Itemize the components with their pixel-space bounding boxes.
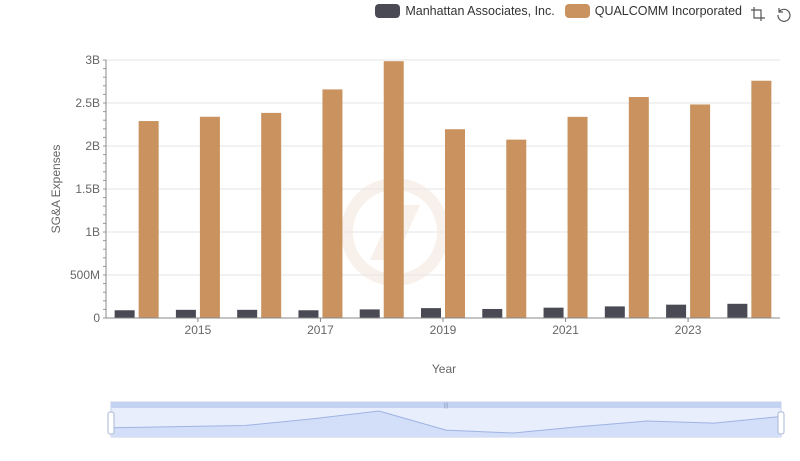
bar-manhattan: [604, 306, 625, 318]
x-tick-label: 2019: [430, 323, 457, 337]
y-tick-label: 3B: [85, 53, 100, 67]
x-tick-label: 2015: [185, 323, 212, 337]
zoom-grip-icon: |||: [444, 403, 449, 409]
legend-swatch-qualcomm: [564, 4, 590, 18]
zoom-preview-area: [111, 411, 781, 437]
bar-manhattan: [543, 307, 564, 318]
legend-item-qualcomm[interactable]: QUALCOMM Incorporated: [564, 4, 742, 18]
bar-qualcomm: [383, 61, 404, 318]
zoom-preview-line: [110, 410, 782, 434]
bar-qualcomm: [261, 112, 282, 318]
zoom-icon[interactable]: [750, 6, 766, 22]
y-tick-label: 2.5B: [75, 96, 100, 110]
x-tick-label: 2017: [307, 323, 334, 337]
bar-qualcomm: [751, 80, 772, 318]
bar-manhattan: [298, 310, 319, 318]
y-tick-label: 2B: [85, 139, 100, 153]
x-tick-label: 2023: [675, 323, 702, 337]
zoom-top-bar: [111, 402, 781, 408]
bar-manhattan: [237, 309, 258, 318]
bar-manhattan: [175, 309, 196, 318]
x-tick-label: 2021: [552, 323, 579, 337]
bar-qualcomm: [690, 104, 711, 318]
bar-qualcomm: [138, 121, 159, 318]
legend-label-manhattan: Manhattan Associates, Inc.: [405, 4, 555, 18]
legend-label-qualcomm: QUALCOMM Incorporated: [594, 4, 742, 18]
legend-swatch-manhattan: [375, 4, 401, 18]
bar-manhattan: [482, 308, 503, 318]
axes: 0 500M 1B 1.5B 2B 2.5B 3B 2015 2017 2019 2021 2023: [70, 53, 780, 337]
bar-manhattan: [727, 303, 748, 318]
y-axis-title: SG&A Expenses: [49, 144, 63, 234]
bar-qualcomm: [322, 89, 343, 318]
bar-qualcomm: [567, 116, 588, 318]
y-tick-label: 500M: [70, 268, 100, 282]
restore-icon[interactable]: [776, 6, 792, 22]
bar-qualcomm: [506, 139, 527, 318]
legend-item-manhattan[interactable]: Manhattan Associates, Inc.: [375, 4, 555, 18]
zoom-handle-left[interactable]: [107, 411, 115, 435]
bars: [114, 61, 772, 318]
bar-manhattan: [421, 308, 441, 318]
y-tick-label: 1.5B: [75, 182, 100, 196]
bar-qualcomm: [628, 96, 649, 318]
bar-qualcomm: [199, 116, 220, 318]
zoom-handle-right[interactable]: [777, 411, 785, 435]
bar-manhattan: [359, 309, 380, 318]
legend: Manhattan Associates, Inc. QUALCOMM Inco…: [375, 4, 742, 18]
data-zoom-slider[interactable]: |||: [107, 401, 785, 438]
y-tick-label: 0: [93, 311, 100, 325]
bar-manhattan: [666, 304, 687, 318]
toolbox: [750, 6, 792, 22]
x-axis-title: Year: [431, 362, 457, 376]
bar-manhattan: [114, 310, 135, 318]
y-tick-label: 1B: [85, 225, 100, 239]
bar-qualcomm: [445, 129, 465, 318]
